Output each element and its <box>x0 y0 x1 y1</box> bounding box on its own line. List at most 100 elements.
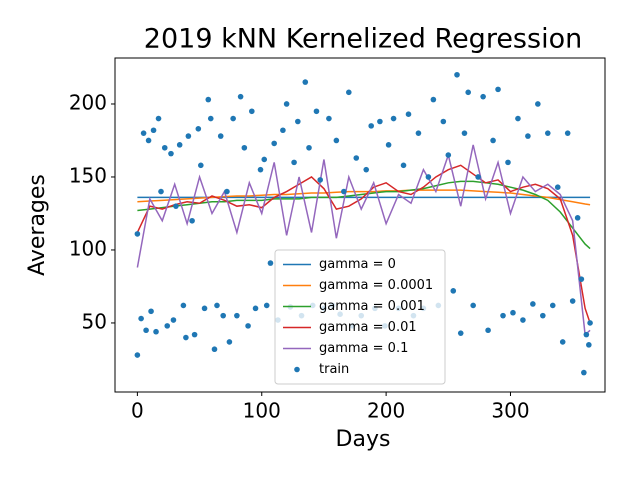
scatter-point <box>271 140 277 147</box>
scatter-point <box>261 156 268 163</box>
scatter-point <box>267 260 274 266</box>
series-line <box>136 164 591 324</box>
scatter-point <box>249 108 255 115</box>
scatter-point <box>581 369 587 376</box>
scatter-point <box>445 152 452 158</box>
scatter-point <box>263 302 270 309</box>
scatter-point <box>475 174 481 180</box>
scatter-point <box>280 127 286 134</box>
scatter-point <box>161 144 168 151</box>
scatter-point <box>574 215 581 221</box>
scatter-point <box>520 317 526 323</box>
scatter-point <box>198 162 204 169</box>
scatter-point <box>510 309 516 316</box>
x-tick-label: 200 <box>367 399 405 423</box>
scatter-point <box>295 118 301 125</box>
scatter-point <box>554 184 561 190</box>
legend-box <box>274 249 446 385</box>
scatter-point <box>490 137 496 144</box>
scatter-point <box>291 159 297 166</box>
scatter-point <box>485 327 491 334</box>
scatter-point <box>578 276 585 282</box>
scatter-point <box>145 137 152 144</box>
scatter-point <box>457 330 464 336</box>
scatter-point <box>230 115 236 122</box>
scatter-point <box>525 133 531 139</box>
scatter-point <box>168 150 174 157</box>
scatter-point <box>495 86 501 93</box>
legend-marker <box>294 366 300 373</box>
scatter-point <box>425 174 432 180</box>
scatter-point <box>173 203 179 209</box>
scatter-point <box>237 93 244 100</box>
scatter-point <box>559 339 566 345</box>
scatter-point <box>549 302 556 309</box>
scatter-point <box>191 331 198 338</box>
scatter-point <box>535 101 541 107</box>
scatter-point <box>368 123 374 129</box>
scatter-point <box>153 328 159 335</box>
scatter-point <box>465 89 471 96</box>
scatter-point <box>313 108 320 115</box>
scatter-point <box>189 217 195 224</box>
scatter-point <box>461 130 468 136</box>
scatter-point <box>234 312 240 319</box>
scatter-point <box>226 339 233 345</box>
scatter-point <box>140 130 147 136</box>
scatter-point <box>400 162 407 169</box>
scatter-point <box>205 96 212 103</box>
scatter-point <box>363 166 370 173</box>
legend-label: gamma = 0.0001 <box>319 278 433 293</box>
scatter-point <box>220 312 226 319</box>
y-tick-label: 50 <box>82 309 107 333</box>
scatter-point <box>302 79 309 85</box>
scatter-point <box>214 302 220 309</box>
legend-label: gamma = 0.1 <box>319 341 408 356</box>
scatter-point <box>569 298 576 304</box>
scatter-point <box>176 142 183 148</box>
scatter-point <box>207 115 214 122</box>
scatter-point <box>353 155 360 161</box>
scatter-point <box>245 323 251 329</box>
scatter-point <box>134 231 141 237</box>
scatter-point <box>405 111 412 118</box>
scatter-point <box>306 144 312 151</box>
scatter-point <box>150 127 157 134</box>
scatter-point <box>385 142 392 148</box>
scatter-point <box>138 315 144 322</box>
y-tick-label: 100 <box>69 236 107 260</box>
y-tick-label: 200 <box>69 90 107 114</box>
scatter-point <box>257 166 264 173</box>
scatter-point <box>155 115 162 122</box>
scatter-point <box>480 93 486 100</box>
scatter-point <box>164 323 171 329</box>
scatter-point <box>430 96 437 103</box>
scatter-point <box>326 115 332 122</box>
scatter-point <box>586 342 592 348</box>
x-tick-label: 300 <box>491 399 529 423</box>
scatter-point <box>185 133 192 139</box>
scatter-point <box>530 301 536 307</box>
legend-label: gamma = 0 <box>319 257 396 272</box>
scatter-point <box>201 305 208 312</box>
scatter-point <box>544 130 551 136</box>
x-tick-label: 0 <box>131 399 144 423</box>
scatter-point <box>390 115 397 122</box>
scatter-point <box>346 89 352 96</box>
scatter-point <box>195 125 202 132</box>
x-tick-label: 100 <box>243 399 281 423</box>
scatter-point <box>450 288 457 294</box>
scatter-point <box>583 331 590 338</box>
legend: gamma = 0 gamma = 0.0001 gamma = 0.001 gamm… <box>274 249 446 385</box>
scatter-point <box>217 133 224 139</box>
axes-frame <box>114 57 606 393</box>
scatter-point <box>440 118 447 125</box>
scatter-point <box>415 130 422 136</box>
scatter-point <box>143 327 149 334</box>
scatter-point <box>333 137 340 144</box>
scatter-point <box>224 188 230 195</box>
scatter-point <box>170 317 177 323</box>
